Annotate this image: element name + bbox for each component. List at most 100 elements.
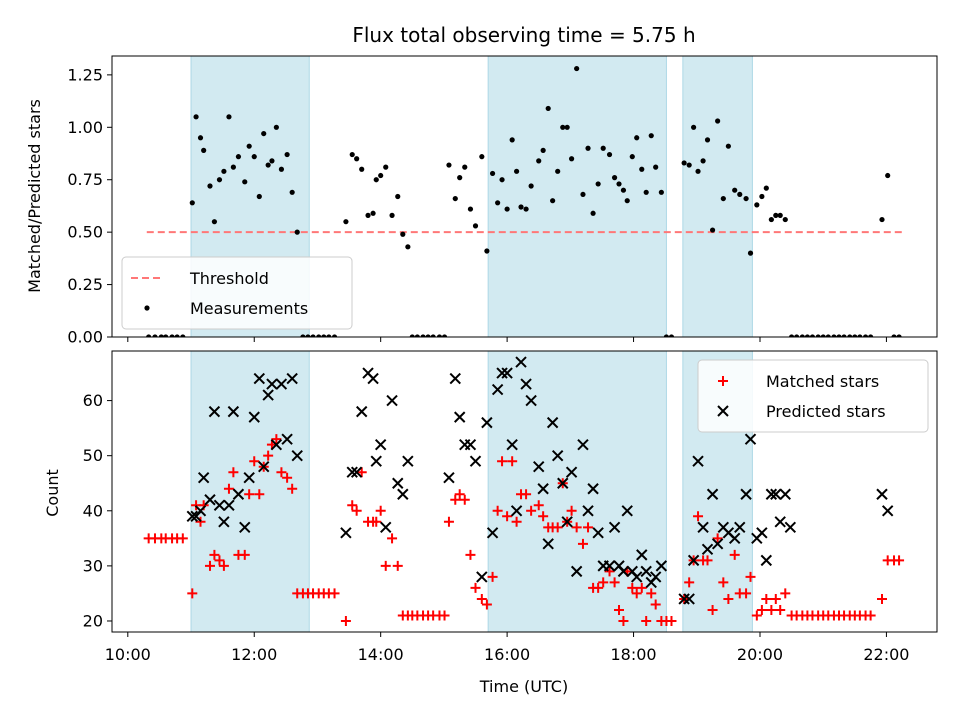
- data-point: [546, 416, 559, 429]
- data-point: [443, 516, 454, 527]
- data-point: [577, 438, 589, 451]
- data-point: [687, 554, 700, 567]
- data-point: [646, 588, 657, 599]
- data-point: [894, 555, 905, 566]
- data-point: [249, 456, 260, 467]
- data-point: [152, 334, 158, 337]
- data-point: [506, 438, 518, 451]
- data-point: [365, 212, 371, 218]
- data-point: [227, 405, 240, 418]
- data-point: [836, 334, 842, 337]
- data-point: [692, 455, 704, 467]
- data-point: [557, 477, 569, 489]
- legend-label: Measurements: [190, 299, 308, 318]
- data-point: [218, 516, 230, 528]
- data-point: [515, 356, 527, 368]
- data-point: [525, 394, 537, 407]
- data-point: [476, 571, 488, 583]
- data-point: [555, 168, 561, 174]
- data-point: [768, 216, 774, 223]
- data-point: [831, 334, 837, 337]
- data-point: [634, 135, 640, 141]
- data-point: [300, 334, 306, 337]
- data-point: [520, 378, 532, 390]
- data-point: [289, 189, 295, 195]
- data-point: [770, 593, 781, 604]
- data-point: [189, 200, 195, 206]
- legend-box: [121, 256, 353, 330]
- data-point: [487, 571, 498, 582]
- data-point: [261, 130, 267, 137]
- data-point: [600, 145, 606, 151]
- data-point: [896, 334, 902, 337]
- data-point: [668, 334, 675, 337]
- data-point: [658, 189, 664, 195]
- data-point: [187, 588, 198, 599]
- data-point: [446, 162, 452, 168]
- data-point: [243, 472, 255, 484]
- data-point: [551, 449, 564, 462]
- data-point: [270, 438, 283, 451]
- data-point: [469, 455, 482, 467]
- data-point: [375, 505, 386, 516]
- data-point: [450, 494, 461, 505]
- y-tick-label: 0.25: [67, 275, 103, 294]
- data-point: [420, 334, 426, 337]
- data-point: [163, 334, 169, 337]
- data-point: [641, 615, 652, 626]
- data-point: [616, 181, 622, 187]
- data-point: [380, 560, 391, 571]
- observing-window-1: [488, 56, 667, 337]
- data-point: [354, 156, 360, 162]
- data-point: [239, 549, 250, 560]
- data-point: [253, 372, 266, 385]
- data-point: [734, 521, 746, 534]
- data-point: [564, 124, 570, 130]
- data-point: [402, 455, 414, 467]
- data-point: [595, 181, 601, 187]
- data-point: [254, 489, 265, 500]
- data-point: [392, 477, 404, 489]
- data-point: [265, 162, 271, 168]
- data-point: [230, 164, 236, 170]
- y-tick-label: 30: [83, 556, 103, 575]
- data-point: [868, 334, 874, 337]
- data-point: [754, 202, 760, 208]
- data-point: [481, 416, 493, 429]
- data-point: [865, 610, 876, 621]
- data-point: [760, 554, 773, 567]
- data-point: [570, 565, 583, 578]
- legend-label: Matched stars: [766, 372, 879, 391]
- data-point: [340, 527, 352, 539]
- data-point: [761, 593, 772, 604]
- x-axis-label: Time (UTC): [479, 677, 568, 696]
- data-point: [284, 151, 290, 158]
- data-point: [582, 505, 594, 517]
- data-point: [518, 204, 524, 210]
- data-point: [643, 189, 649, 195]
- data-point: [329, 588, 340, 599]
- data-point: [693, 511, 704, 522]
- data-point: [232, 488, 245, 500]
- data-point: [609, 577, 620, 588]
- data-point: [617, 565, 630, 578]
- data-point: [207, 183, 213, 189]
- data-point: [528, 183, 534, 189]
- data-point: [209, 549, 220, 560]
- y-tick-label: 0.50: [67, 223, 103, 242]
- data-point: [751, 610, 762, 621]
- data-point: [472, 223, 479, 229]
- data-point: [706, 488, 719, 500]
- data-point: [256, 193, 262, 200]
- data-point: [457, 175, 463, 181]
- data-point: [773, 212, 779, 218]
- data-point: [218, 560, 229, 571]
- data-point: [608, 521, 621, 534]
- data-point: [650, 599, 661, 610]
- data-point: [177, 533, 188, 544]
- data-point: [788, 334, 795, 337]
- data-point: [653, 164, 659, 170]
- data-point: [496, 367, 508, 379]
- axes-frame: [111, 55, 938, 338]
- data-point: [756, 604, 767, 615]
